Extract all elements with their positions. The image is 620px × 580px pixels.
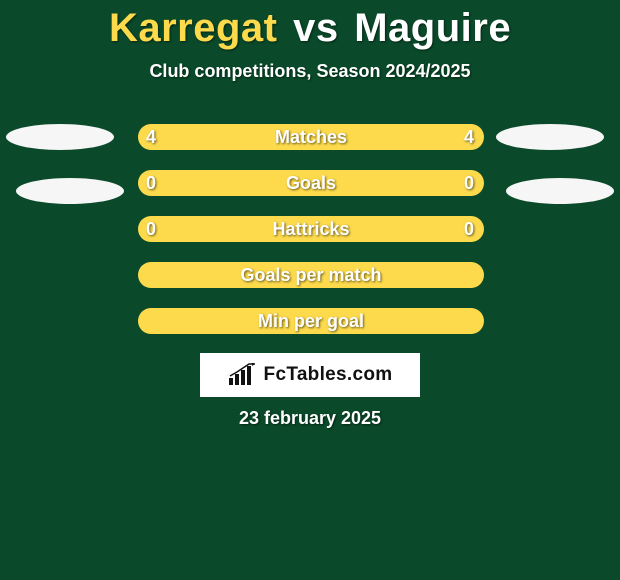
stat-bar: Goals per match [138, 262, 484, 288]
comparison-card: Karregat vs Maguire Club competitions, S… [0, 0, 620, 580]
stat-value-right: 4 [450, 124, 474, 150]
stat-bar: Min per goal [138, 308, 484, 334]
stat-value-left [146, 308, 170, 334]
stat-value-left: 0 [146, 216, 170, 242]
stat-label: Min per goal [258, 311, 364, 332]
player1-name: Karregat [109, 6, 278, 50]
stat-value-right: 0 [450, 170, 474, 196]
date: 23 february 2025 [0, 408, 620, 429]
logo-text: FcTables.com [264, 364, 393, 386]
stat-bar: Matches [138, 124, 484, 150]
stat-label: Goals [286, 173, 336, 194]
stat-row: Goals per match [0, 262, 620, 288]
stat-value-left: 0 [146, 170, 170, 196]
stat-rows: Matches 4 4 Goals 0 0 Hattricks 0 0 Goal… [0, 124, 620, 354]
stat-label: Goals per match [240, 265, 381, 286]
subtitle: Club competitions, Season 2024/2025 [0, 61, 620, 82]
stat-bar: Hattricks [138, 216, 484, 242]
page-title: Karregat vs Maguire [0, 0, 620, 51]
stat-value-right: 0 [450, 216, 474, 242]
stat-bar: Goals [138, 170, 484, 196]
stat-value-left [146, 262, 170, 288]
stat-row: Min per goal [0, 308, 620, 334]
stat-row: Hattricks 0 0 [0, 216, 620, 242]
stat-row: Goals 0 0 [0, 170, 620, 196]
stat-value-right [450, 262, 474, 288]
barchart-icon [228, 363, 258, 387]
vs-label: vs [293, 6, 339, 50]
logo-box: FcTables.com [200, 353, 420, 397]
player2-name: Maguire [354, 6, 511, 50]
stat-value-right [450, 308, 474, 334]
stat-row: Matches 4 4 [0, 124, 620, 150]
stat-value-left: 4 [146, 124, 170, 150]
stat-label: Hattricks [272, 219, 349, 240]
stat-label: Matches [275, 127, 347, 148]
